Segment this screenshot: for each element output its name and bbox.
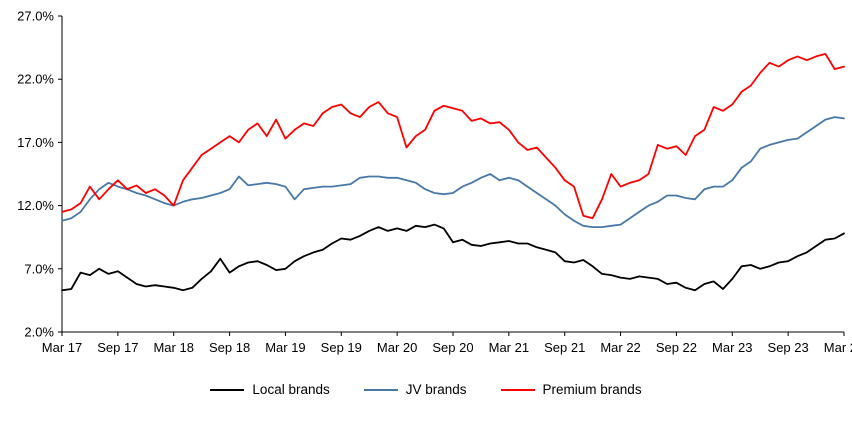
legend-line-sample-local (210, 388, 245, 391)
x-axis-label: Mar 19 (265, 340, 305, 355)
y-axis-label: 12.0% (17, 198, 54, 213)
y-axis-label: 17.0% (17, 135, 54, 150)
y-axis-label: 7.0% (24, 261, 54, 276)
legend-label-premium: Premium brands (542, 382, 642, 397)
x-axis-label: Sep 20 (432, 340, 473, 355)
x-axis-label: Mar 21 (489, 340, 529, 355)
legend-line-sample-premium (500, 388, 535, 391)
x-axis-label: Mar 17 (42, 340, 82, 355)
line-chart: 2.0% 7.0% 12.0% 17.0% 22.0% 27.0% Mar 17 Sep 17… (17, 9, 852, 356)
x-axis-label: Sep 23 (768, 340, 809, 355)
legend-line-sample-jv (363, 388, 398, 391)
x-axis-label: Sep 22 (656, 340, 697, 355)
y-axis-label: 2.0% (24, 325, 54, 340)
x-axis-label: Sep 17 (97, 340, 138, 355)
series-line-premium-brands (61, 53, 845, 220)
legend-item-local-brands: Local brands (210, 382, 330, 397)
legend-item-jv-brands: JV brands (363, 382, 467, 397)
x-axis-label: Mar 23 (712, 340, 752, 355)
x-axis-label: Mar 22 (600, 340, 640, 355)
series-line-jv-brands (61, 116, 845, 229)
x-axis-label: Sep 19 (321, 340, 362, 355)
x-axis-label: Sep 21 (544, 340, 585, 355)
legend-label-jv: JV brands (405, 382, 467, 397)
legend-item-premium-brands: Premium brands (500, 382, 642, 397)
legend-label-local: Local brands (252, 382, 330, 397)
x-axis-label: Sep 18 (209, 340, 250, 355)
x-axis-label: Mar 24 (824, 340, 852, 355)
series-line-local-brands (61, 223, 845, 292)
y-axis-label: 22.0% (17, 72, 54, 87)
chart-legend: Local brands JV brands Premium brands (0, 382, 852, 397)
x-axis-label: Mar 18 (153, 340, 193, 355)
x-axis-label: Mar 20 (377, 340, 417, 355)
y-axis-label: 27.0% (17, 9, 54, 24)
